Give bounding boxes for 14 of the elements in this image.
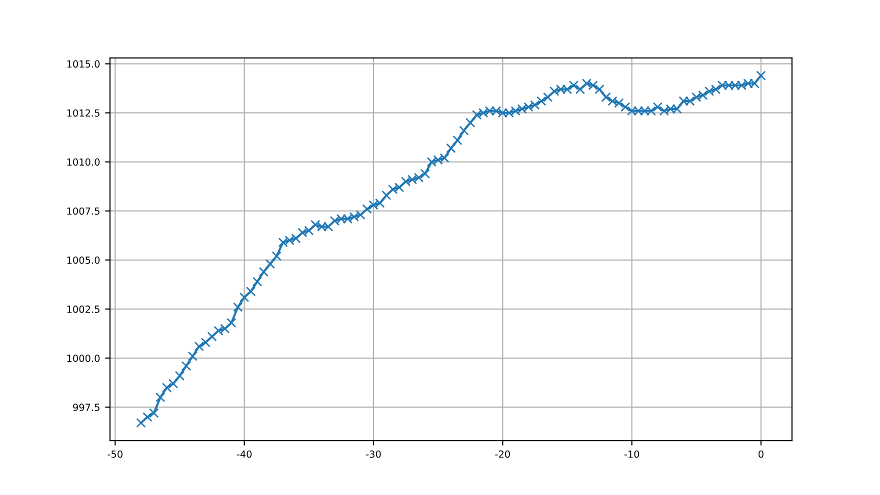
y-tick-label: 1005.0: [67, 256, 100, 264]
x-tick-label: -40: [236, 450, 252, 458]
x-tick-label: -50: [108, 450, 122, 458]
x-tick-label: -20: [495, 450, 510, 458]
y-tick-label: 997.5: [73, 404, 100, 412]
x-tick-label: 0: [758, 450, 764, 458]
y-tick-label: 1012.5: [67, 109, 100, 117]
y-tick-label: 1000.0: [67, 354, 100, 362]
y-tick-label: 1002.5: [67, 306, 100, 313]
x-tick-label: -10: [624, 450, 640, 458]
y-tick-label: 1015.0: [67, 60, 100, 68]
y-tick-label: 1010.0: [67, 158, 100, 166]
y-tick-label: 1007.5: [67, 207, 100, 215]
x-tick-label: -30: [366, 450, 381, 458]
